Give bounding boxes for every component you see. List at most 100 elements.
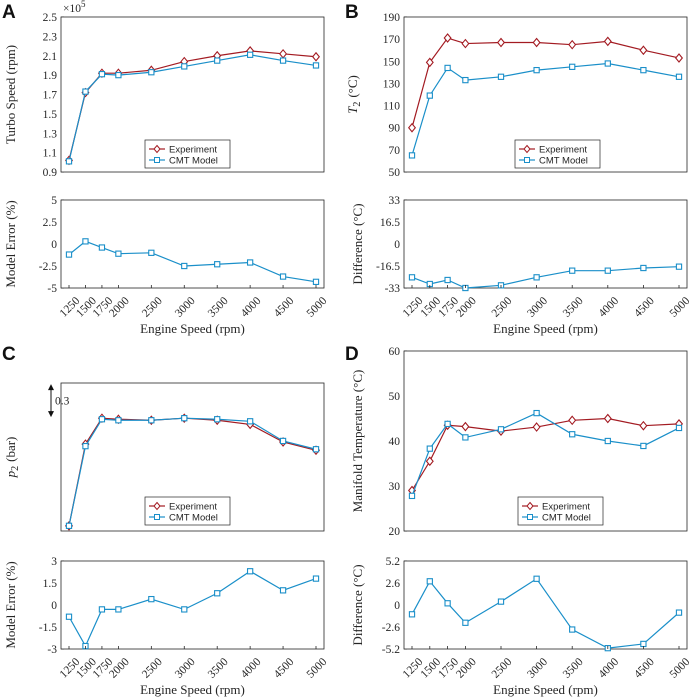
data-point-square bbox=[246, 51, 254, 58]
x-tick-label: 2500 bbox=[490, 295, 515, 320]
data-point-square bbox=[640, 264, 647, 272]
y-tick-label: -5.2 bbox=[382, 644, 400, 656]
data-point-square bbox=[675, 73, 683, 80]
x-tick-label: 3500 bbox=[561, 295, 586, 320]
data-point-square bbox=[214, 416, 221, 423]
data-point-square bbox=[246, 418, 254, 425]
data-point-diamond bbox=[461, 38, 470, 49]
x-tick-label: 2000 bbox=[454, 295, 479, 320]
y-tick-label: 90 bbox=[389, 123, 401, 135]
data-point-diamond bbox=[603, 36, 612, 47]
data-point-diamond bbox=[532, 37, 541, 48]
y-tick-label: 2.6 bbox=[386, 578, 401, 590]
x-axis-label: Engine Speed (rpm) bbox=[493, 321, 598, 336]
y-tick-label: -2.5 bbox=[39, 261, 57, 273]
plot-frame bbox=[60, 199, 325, 289]
y-axis-label: p2 (bar) bbox=[3, 437, 21, 479]
legend-marker-square bbox=[524, 157, 530, 163]
y-tick-label: -16.5 bbox=[376, 261, 400, 273]
data-point-diamond bbox=[603, 413, 612, 424]
legend-entry-cmt-model: CMT Model bbox=[539, 156, 588, 167]
y-axis-unit: (bar) bbox=[3, 437, 18, 462]
data-point-square bbox=[604, 437, 611, 445]
data-point-diamond bbox=[425, 456, 434, 467]
y-tick-label: 0 bbox=[394, 239, 400, 251]
series-line-model-error bbox=[68, 240, 317, 283]
x-tick-label: 2500 bbox=[490, 656, 515, 681]
data-point-square bbox=[462, 619, 469, 626]
data-point-square bbox=[312, 62, 320, 69]
data-point-diamond bbox=[311, 51, 321, 62]
data-point-square bbox=[181, 63, 188, 70]
y-axis-unit: (°C) bbox=[345, 75, 360, 98]
data-point-square bbox=[214, 261, 221, 268]
scale-bar-label: 0.3 bbox=[55, 396, 70, 408]
y-tick-label: 150 bbox=[383, 56, 401, 68]
series-line-difference bbox=[411, 577, 680, 649]
x-tick-label: 3500 bbox=[561, 656, 586, 681]
data-point-square bbox=[426, 445, 433, 452]
data-point-square bbox=[65, 251, 73, 258]
data-point-square bbox=[312, 446, 320, 453]
y-axis-label: T2 (°C) bbox=[345, 75, 363, 114]
data-point-square bbox=[604, 60, 611, 67]
data-point-square bbox=[148, 69, 155, 76]
data-point-square bbox=[640, 442, 647, 450]
y-axis-label: Model Error (%) bbox=[3, 200, 18, 287]
data-point-square bbox=[408, 611, 416, 618]
legend-entry-cmt-model: CMT Model bbox=[542, 513, 591, 524]
series-line-difference bbox=[411, 266, 680, 289]
panel-letter-d: D bbox=[345, 344, 359, 365]
x-tick-label: 3500 bbox=[206, 656, 231, 681]
x-axis-label: Engine Speed (rpm) bbox=[140, 682, 245, 697]
x-tick-label: 4500 bbox=[632, 295, 657, 320]
data-point-square bbox=[115, 606, 122, 613]
legend-marker-square bbox=[154, 157, 160, 163]
legend-entry-experiment: Experiment bbox=[539, 145, 587, 156]
data-point-square bbox=[569, 267, 576, 274]
y-tick-label: 30 bbox=[389, 481, 401, 493]
y-tick-label: 5.2 bbox=[386, 556, 401, 568]
y-multiplier-base: ×10 bbox=[63, 3, 81, 15]
data-point-square bbox=[569, 431, 576, 438]
legend-box bbox=[514, 139, 601, 169]
series-line-model-error bbox=[68, 570, 317, 648]
data-point-diamond bbox=[496, 37, 506, 48]
legend-entry-experiment: Experiment bbox=[542, 502, 590, 513]
data-point-square bbox=[675, 424, 683, 432]
legend-marker-diamond bbox=[153, 501, 161, 511]
x-tick-label: 4000 bbox=[239, 295, 264, 320]
x-tick-label: 2500 bbox=[140, 295, 165, 320]
x-tick-label: 4000 bbox=[596, 656, 621, 681]
data-point-square bbox=[408, 492, 416, 500]
data-point-square bbox=[181, 606, 188, 613]
data-point-square bbox=[279, 273, 287, 280]
y-tick-label: 0.9 bbox=[43, 167, 58, 179]
y-tick-label: 33 bbox=[389, 195, 401, 207]
x-tick-label: 4500 bbox=[272, 295, 297, 320]
data-point-square bbox=[65, 158, 73, 165]
y-tick-label: 60 bbox=[389, 346, 401, 358]
data-point-square bbox=[497, 73, 505, 80]
data-point-square bbox=[181, 262, 188, 270]
y-tick-label: -1.5 bbox=[39, 622, 57, 634]
data-point-square bbox=[675, 609, 683, 616]
data-point-square bbox=[426, 578, 433, 585]
data-point-square bbox=[214, 57, 221, 64]
legend-marker-square bbox=[154, 514, 160, 520]
data-point-square bbox=[181, 415, 188, 422]
x-tick-label: 3000 bbox=[173, 656, 198, 681]
data-point-square bbox=[640, 640, 647, 648]
y-tick-label: 0 bbox=[51, 239, 57, 251]
data-point-square bbox=[279, 57, 287, 64]
data-point-diamond bbox=[568, 415, 577, 426]
data-point-square bbox=[462, 76, 469, 84]
y-axis-label: Model Error (%) bbox=[3, 561, 18, 648]
plot-frame bbox=[403, 199, 688, 289]
y-axis-label: Turbo Speed (rpm) bbox=[3, 45, 18, 144]
data-point-diamond bbox=[568, 39, 577, 50]
